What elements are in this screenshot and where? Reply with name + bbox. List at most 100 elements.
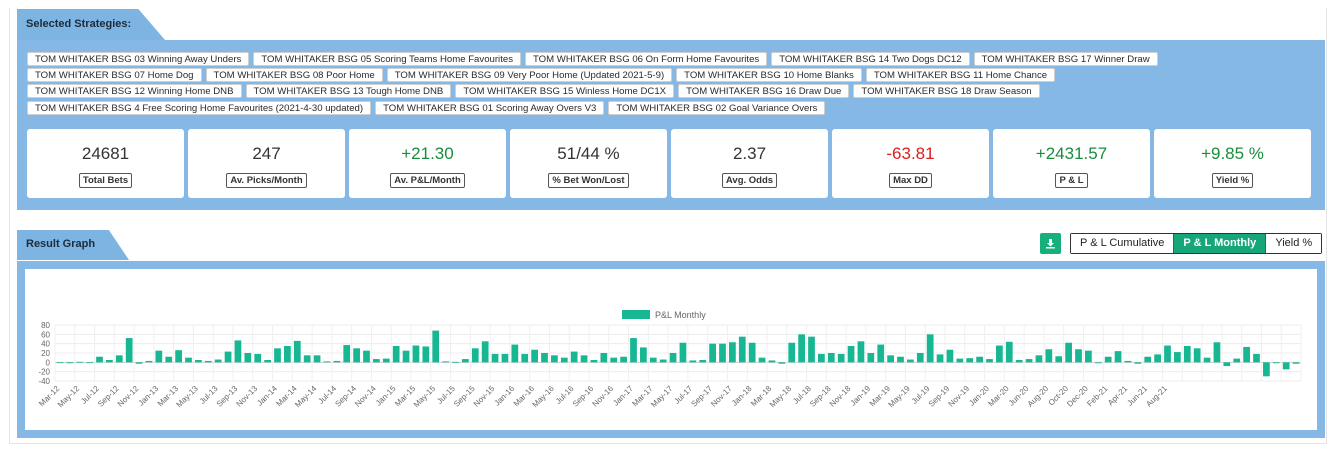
- chart-bar: [630, 338, 637, 363]
- y-tick-label: 60: [41, 330, 50, 339]
- x-tick-label: Dec-20: [1065, 384, 1090, 409]
- chart-bar: [224, 351, 232, 363]
- chart-bar: [600, 353, 608, 363]
- stat-label: Av. Picks/Month: [226, 173, 307, 188]
- x-tick-label: Nov-12: [116, 384, 141, 409]
- stat-value: +2431.57: [1035, 144, 1108, 163]
- chart-bar: [1263, 362, 1270, 377]
- x-tick-label: May-19: [887, 384, 913, 410]
- chart-bar: [125, 338, 133, 363]
- strategy-chip: TOM WHITAKER BSG 01 Scoring Away Overs V…: [375, 101, 605, 115]
- x-tick-label: May-18: [768, 384, 794, 410]
- chart-bar: [996, 345, 1003, 363]
- strategy-chip: TOM WHITAKER BSG 10 Home Blanks: [676, 68, 862, 82]
- x-tick-label: May-16: [531, 384, 557, 410]
- x-tick-label: Nov-19: [947, 384, 972, 409]
- stat-label: Av. P&L/Month: [390, 173, 465, 188]
- stat-label: Yield %: [1211, 173, 1254, 188]
- download-button[interactable]: [1040, 233, 1061, 254]
- chart-bar: [1213, 342, 1221, 363]
- chart-bar: [155, 350, 163, 363]
- chart-bar: [353, 348, 360, 363]
- chart-bar: [175, 350, 182, 363]
- chart-area: P&L Monthly -40 -20 0 20 40 60 80 Mar-12 May-12 Ju…: [25, 269, 1317, 430]
- graph-mode-option[interactable]: P & L Monthly: [1174, 234, 1267, 253]
- stat-card: -63.81 Max DD: [832, 129, 989, 198]
- strategy-chip: TOM WHITAKER BSG 09 Very Poor Home (Upda…: [386, 68, 673, 82]
- chart-bar: [1114, 351, 1122, 363]
- strategy-chip: TOM WHITAKER BSG 05 Scoring Teams Home F…: [253, 52, 521, 66]
- chart-bar: [699, 360, 707, 363]
- chart-bar: [491, 353, 499, 363]
- chip-row-1: TOM WHITAKER BSG 03 Winning Away Unders T…: [27, 52, 1158, 66]
- chart-bar: [1233, 358, 1241, 363]
- chart-bar: [343, 345, 351, 363]
- chart-bar: [610, 357, 618, 363]
- chart-bar: [1025, 359, 1033, 363]
- chart-bar: [1035, 355, 1043, 363]
- x-tick-label: May-12: [56, 384, 82, 410]
- stats-row: 24681 Total Bets 247 Av. Picks/Month +21.30 A…: [27, 129, 1311, 198]
- chart-bar: [1055, 356, 1063, 363]
- x-tick-label: Nov-14: [353, 384, 378, 409]
- chart-bar: [570, 351, 578, 363]
- chart-bar: [1193, 348, 1201, 363]
- chart-bar: [818, 353, 825, 363]
- chart-bar: [837, 353, 845, 363]
- chart-bar: [679, 342, 687, 363]
- chart-bar: [798, 334, 805, 363]
- chart-bar: [106, 360, 113, 363]
- chart-bar: [1124, 360, 1132, 363]
- stat-card: +9.85 % Yield %: [1154, 129, 1311, 198]
- strategy-chip: TOM WHITAKER BSG 02 Goal Variance Overs: [608, 101, 826, 115]
- chart-bar: [402, 350, 410, 363]
- chart-bar: [877, 344, 885, 363]
- strategy-chip: TOM WHITAKER BSG 08 Poor Home: [205, 68, 383, 82]
- chart-bar: [1015, 360, 1023, 363]
- chart-bar: [1065, 342, 1072, 363]
- stat-label: Max DD: [889, 173, 932, 188]
- chart-bar: [373, 359, 380, 363]
- chart-bar: [729, 342, 736, 363]
- chart-bar: [333, 360, 341, 363]
- chart-bar: [1154, 354, 1161, 363]
- chart-bar: [66, 362, 74, 364]
- stat-value: 247: [252, 144, 281, 163]
- chart-bar: [185, 357, 192, 363]
- chart-bar: [867, 353, 875, 363]
- chart-bar: [1223, 362, 1231, 367]
- content-frame: [9, 8, 1327, 444]
- chart-bar: [976, 356, 983, 363]
- chart-bar: [916, 353, 924, 363]
- x-tick-label: Nov-15: [472, 384, 497, 409]
- chart-bar: [382, 358, 390, 363]
- chart-bar: [165, 356, 173, 363]
- strategy-chip: TOM WHITAKER BSG 12 Winning Home DNB: [27, 84, 242, 98]
- stat-card: 24681 Total Bets: [27, 129, 184, 198]
- stat-value: 51/44 %: [557, 144, 620, 163]
- chart-bar: [1174, 352, 1181, 363]
- x-tick-label: May-17: [649, 384, 675, 410]
- chart-bar: [560, 357, 568, 363]
- chart-bar: [1045, 349, 1053, 363]
- chart-bar: [432, 330, 440, 363]
- chart-bar: [551, 355, 558, 363]
- chart-bar: [1183, 346, 1191, 363]
- chart-bar: [471, 348, 479, 363]
- x-tick-label: May-14: [293, 384, 319, 410]
- chart-bar: [649, 357, 657, 363]
- stat-card: 2.37 Avg. Odds: [671, 129, 828, 198]
- chart-bar: [590, 360, 598, 363]
- chart-bar: [640, 347, 647, 363]
- chart-bar: [847, 346, 855, 363]
- chart-bar: [412, 345, 420, 363]
- graph-mode-option[interactable]: Yield %: [1266, 234, 1322, 253]
- chart-bar: [827, 353, 835, 363]
- graph-mode-option[interactable]: P & L Cumulative: [1071, 234, 1175, 253]
- strategy-chip: TOM WHITAKER BSG 18 Draw Season: [853, 84, 1040, 98]
- strategy-chip: TOM WHITAKER BSG 03 Winning Away Unders: [27, 52, 250, 66]
- selected-strategies-title: Selected Strategies:: [17, 9, 165, 40]
- x-tick-label: Feb-21: [1085, 384, 1110, 409]
- strategy-chip: TOM WHITAKER BSG 07 Home Dog: [27, 68, 202, 82]
- chart-bar: [1005, 341, 1013, 363]
